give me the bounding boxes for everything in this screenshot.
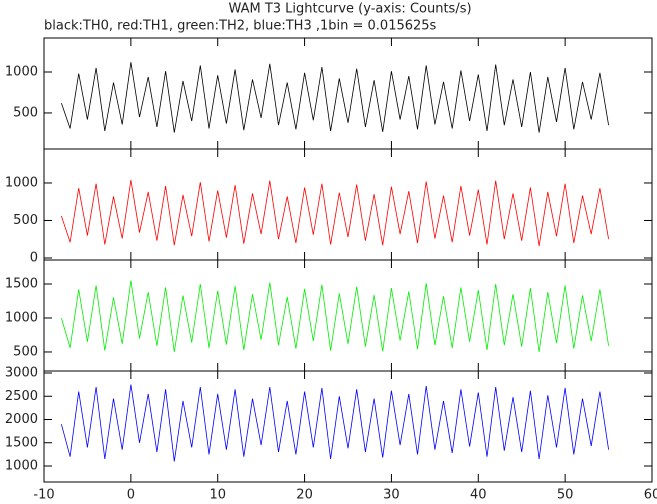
light-curve <box>61 280 609 353</box>
x-tick-label: 40 <box>470 488 487 503</box>
y-tick-label: 0 <box>30 250 38 265</box>
x-tick-label: 10 <box>209 488 226 503</box>
y-tick-label: 1000 <box>5 64 38 79</box>
y-tick-label: 1000 <box>5 459 38 474</box>
y-tick-label: 1500 <box>5 435 38 450</box>
chart-title: WAM T3 Lightcurve (y-axis: Counts/s) <box>228 2 471 17</box>
x-tick-label: 20 <box>296 488 313 503</box>
light-curve <box>61 384 609 462</box>
x-tick-label: 0 <box>127 488 135 503</box>
panel-frame <box>43 370 653 483</box>
light-curve <box>61 179 609 247</box>
y-tick-label: 2500 <box>5 389 38 404</box>
x-tick-label: 60 <box>644 488 657 503</box>
y-tick-label: 500 <box>13 344 38 359</box>
y-tick-label: 1500 <box>5 276 38 291</box>
x-tick-label: 30 <box>383 488 400 503</box>
x-tick-label: 50 <box>557 488 574 503</box>
light-curve <box>61 62 609 133</box>
y-tick-label: 3000 <box>5 365 38 380</box>
chart-subtitle: black:TH0, red:TH1, green:TH2, blue:TH3 … <box>44 19 437 34</box>
y-tick-label: 500 <box>13 213 38 228</box>
y-tick-label: 500 <box>13 105 38 120</box>
x-tick-label: -10 <box>33 488 54 503</box>
y-tick-label: 1000 <box>5 310 38 325</box>
y-tick-label: 2000 <box>5 412 38 427</box>
y-tick-label: 1000 <box>5 175 38 190</box>
